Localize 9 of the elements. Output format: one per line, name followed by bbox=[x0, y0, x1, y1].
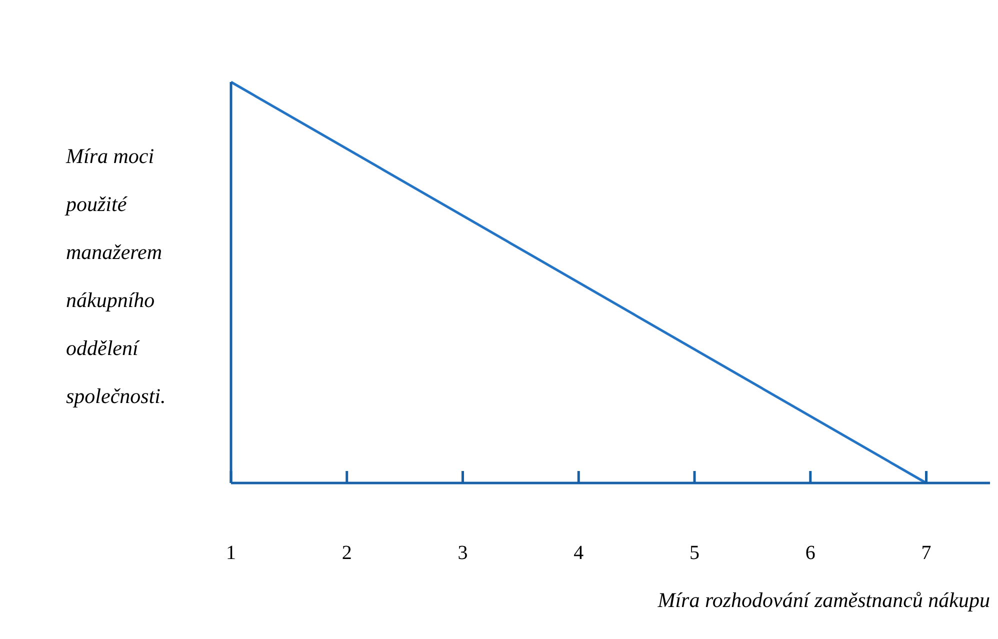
x-tick-label: 2 bbox=[342, 542, 352, 564]
x-tick-label: 4 bbox=[574, 542, 584, 564]
x-tick-label: 1 bbox=[226, 542, 236, 564]
x-tick-label: 6 bbox=[805, 542, 816, 564]
x-tick-label: 5 bbox=[690, 542, 700, 564]
x-tick-label: 3 bbox=[458, 542, 468, 564]
x-axis-title: Míra rozhodování zaměstnanců nákupu bbox=[658, 588, 990, 613]
x-tick-label: 7 bbox=[921, 542, 932, 564]
y-axis-title: Míra moci použité manažerem nákupního oddělení společnosti. bbox=[66, 143, 167, 410]
